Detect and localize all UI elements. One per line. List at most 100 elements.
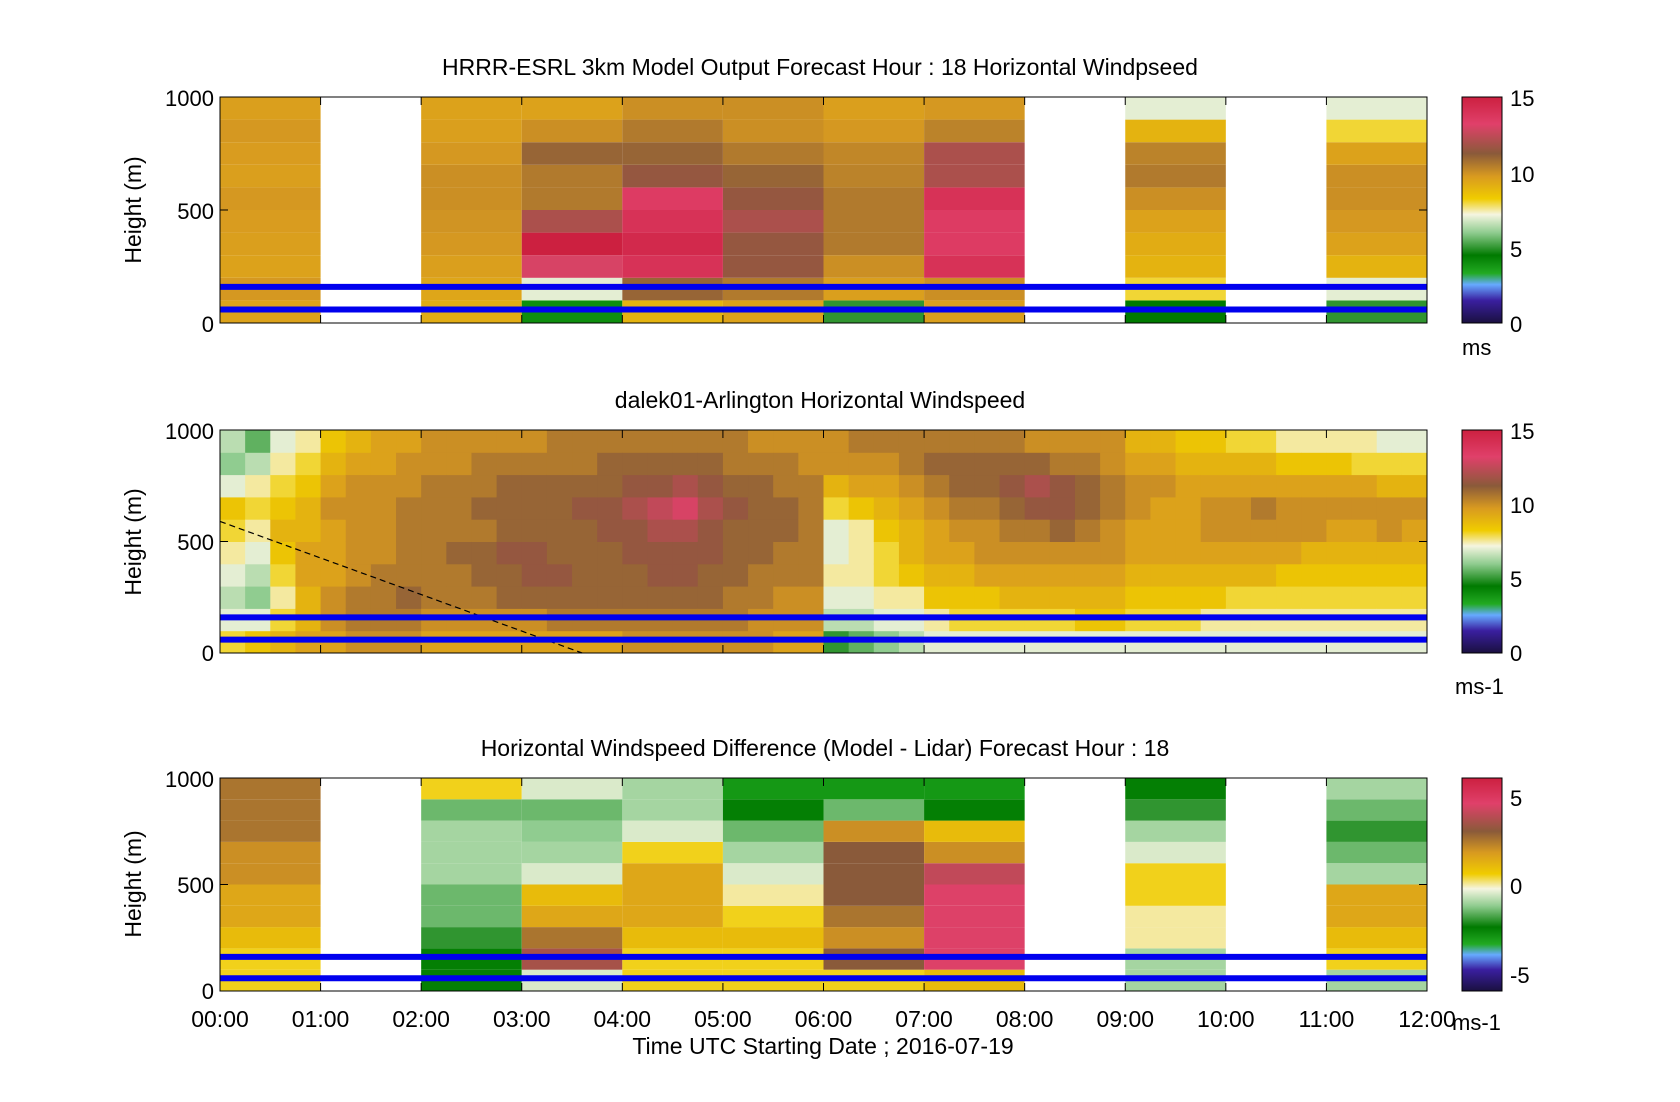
heatmap-cell bbox=[220, 563, 246, 587]
panel-lidar: dalek01-Arlington Horizontal Windspeed 1… bbox=[120, 387, 1534, 699]
heatmap-cell bbox=[1326, 586, 1353, 609]
panel-diff-ytick-1000: 1000 bbox=[165, 767, 214, 792]
heatmap-cell bbox=[345, 541, 372, 565]
heatmap-cell bbox=[1225, 452, 1252, 476]
heatmap-cell bbox=[924, 586, 950, 609]
heatmap-cell bbox=[245, 563, 271, 587]
heatmap-cell bbox=[823, 232, 925, 256]
panel-diff-cbar-tick-5: 5 bbox=[1510, 786, 1522, 811]
heatmap-cell bbox=[546, 563, 573, 587]
heatmap-cell bbox=[1049, 430, 1076, 453]
heatmap-cell bbox=[1225, 474, 1252, 498]
panel-diff-cbar-tick-neg5: -5 bbox=[1510, 963, 1530, 988]
heatmap-cell bbox=[798, 430, 824, 453]
heatmap-cell bbox=[924, 430, 950, 453]
heatmap-cell bbox=[748, 519, 774, 542]
heatmap-cell bbox=[823, 778, 925, 800]
panel-diff-xticks bbox=[219, 777, 1428, 992]
heatmap-cell bbox=[974, 563, 1001, 587]
heatmap-cell bbox=[1276, 496, 1302, 520]
heatmap-cell bbox=[295, 496, 322, 520]
heatmap-cell bbox=[220, 820, 321, 842]
heatmap-cell bbox=[1326, 97, 1427, 120]
panel-lidar-ytick-1000: 1000 bbox=[165, 419, 214, 444]
heatmap-cell bbox=[672, 563, 699, 587]
heatmap-cell bbox=[1024, 430, 1051, 453]
heatmap-cell bbox=[1049, 563, 1076, 587]
heatmap-cell bbox=[521, 541, 548, 565]
heatmap-cell bbox=[647, 541, 674, 565]
x-tick-label: 06:00 bbox=[795, 1006, 853, 1032]
heatmap-cell bbox=[421, 799, 522, 821]
x-tick-label: 12:00 bbox=[1398, 1006, 1456, 1032]
panel-model-colorbar: 15 10 5 0 ms bbox=[1461, 86, 1534, 360]
heatmap-cell bbox=[421, 97, 522, 120]
heatmap-cell bbox=[924, 210, 1025, 233]
heatmap-cell bbox=[1125, 586, 1151, 609]
heatmap-cell bbox=[546, 541, 573, 565]
x-tick-label: 03:00 bbox=[493, 1006, 551, 1032]
heatmap-cell bbox=[1074, 452, 1101, 476]
x-tick-label: 00:00 bbox=[191, 1006, 249, 1032]
heatmap-cell bbox=[1276, 452, 1302, 476]
heatmap-cell bbox=[898, 430, 925, 453]
heatmap-cell bbox=[1225, 563, 1252, 587]
heatmap-cell bbox=[1125, 778, 1226, 800]
heatmap-cell bbox=[1200, 496, 1227, 520]
heatmap-cell bbox=[1326, 778, 1427, 800]
heatmap-cell bbox=[848, 586, 875, 609]
heatmap-cell bbox=[1074, 519, 1101, 542]
heatmap-cell bbox=[1301, 563, 1327, 587]
panel-lidar-lines bbox=[219, 520, 1427, 654]
heatmap-cell bbox=[1225, 430, 1252, 453]
heatmap-cell bbox=[722, 820, 824, 842]
figure-xlabel: Time UTC Starting Date ; 2016-07-19 bbox=[632, 1033, 1013, 1059]
panel-diff: Horizontal Windspeed Difference (Model -… bbox=[120, 735, 1530, 1059]
heatmap-cell bbox=[345, 519, 372, 542]
heatmap-cell bbox=[446, 496, 472, 520]
heatmap-cell bbox=[220, 586, 246, 609]
panel-lidar-colorbar: 15 10 5 0 ms-1 bbox=[1455, 419, 1534, 699]
heatmap-cell bbox=[421, 452, 447, 476]
heatmap-cell bbox=[974, 586, 1001, 609]
heatmap-cell bbox=[521, 519, 548, 542]
heatmap-cell bbox=[672, 541, 699, 565]
heatmap-cell bbox=[1376, 430, 1403, 453]
heatmap-cell bbox=[722, 884, 824, 906]
heatmap-cell bbox=[295, 586, 322, 609]
heatmap-cell bbox=[270, 519, 296, 542]
panel-diff-cbar-tick-0: 0 bbox=[1510, 874, 1522, 899]
heatmap-cell bbox=[1250, 474, 1277, 498]
heatmap-cell bbox=[722, 905, 824, 928]
heatmap-cell bbox=[1326, 142, 1427, 165]
heatmap-cell bbox=[823, 799, 925, 821]
heatmap-cell bbox=[898, 474, 925, 498]
heatmap-cell bbox=[949, 541, 975, 565]
heatmap-cell bbox=[345, 474, 372, 498]
heatmap-cell bbox=[823, 474, 850, 498]
heatmap-cell bbox=[1125, 799, 1226, 821]
heatmap-cell bbox=[1276, 430, 1302, 453]
heatmap-cell bbox=[421, 496, 447, 520]
heatmap-cell bbox=[446, 430, 472, 453]
heatmap-cell bbox=[1100, 586, 1126, 609]
heatmap-cell bbox=[647, 496, 674, 520]
heatmap-cell bbox=[421, 430, 447, 453]
heatmap-cell bbox=[421, 232, 522, 256]
heatmap-cell bbox=[1376, 452, 1403, 476]
heatmap-cell bbox=[1276, 474, 1302, 498]
heatmap-cell bbox=[1326, 187, 1427, 210]
heatmap-cell bbox=[873, 586, 900, 609]
heatmap-cell bbox=[521, 863, 623, 885]
heatmap-cell bbox=[722, 97, 824, 120]
heatmap-cell bbox=[521, 927, 623, 949]
heatmap-cell bbox=[949, 474, 975, 498]
panel-model-cbar-unit: ms bbox=[1462, 335, 1491, 360]
heatmap-cell bbox=[1125, 841, 1226, 864]
heatmap-cell bbox=[1401, 430, 1428, 453]
heatmap-cell bbox=[1351, 452, 1378, 476]
heatmap-cell bbox=[1250, 519, 1277, 542]
heatmap-cell bbox=[521, 97, 623, 120]
heatmap-cell bbox=[245, 430, 271, 453]
heatmap-cell bbox=[421, 778, 522, 800]
